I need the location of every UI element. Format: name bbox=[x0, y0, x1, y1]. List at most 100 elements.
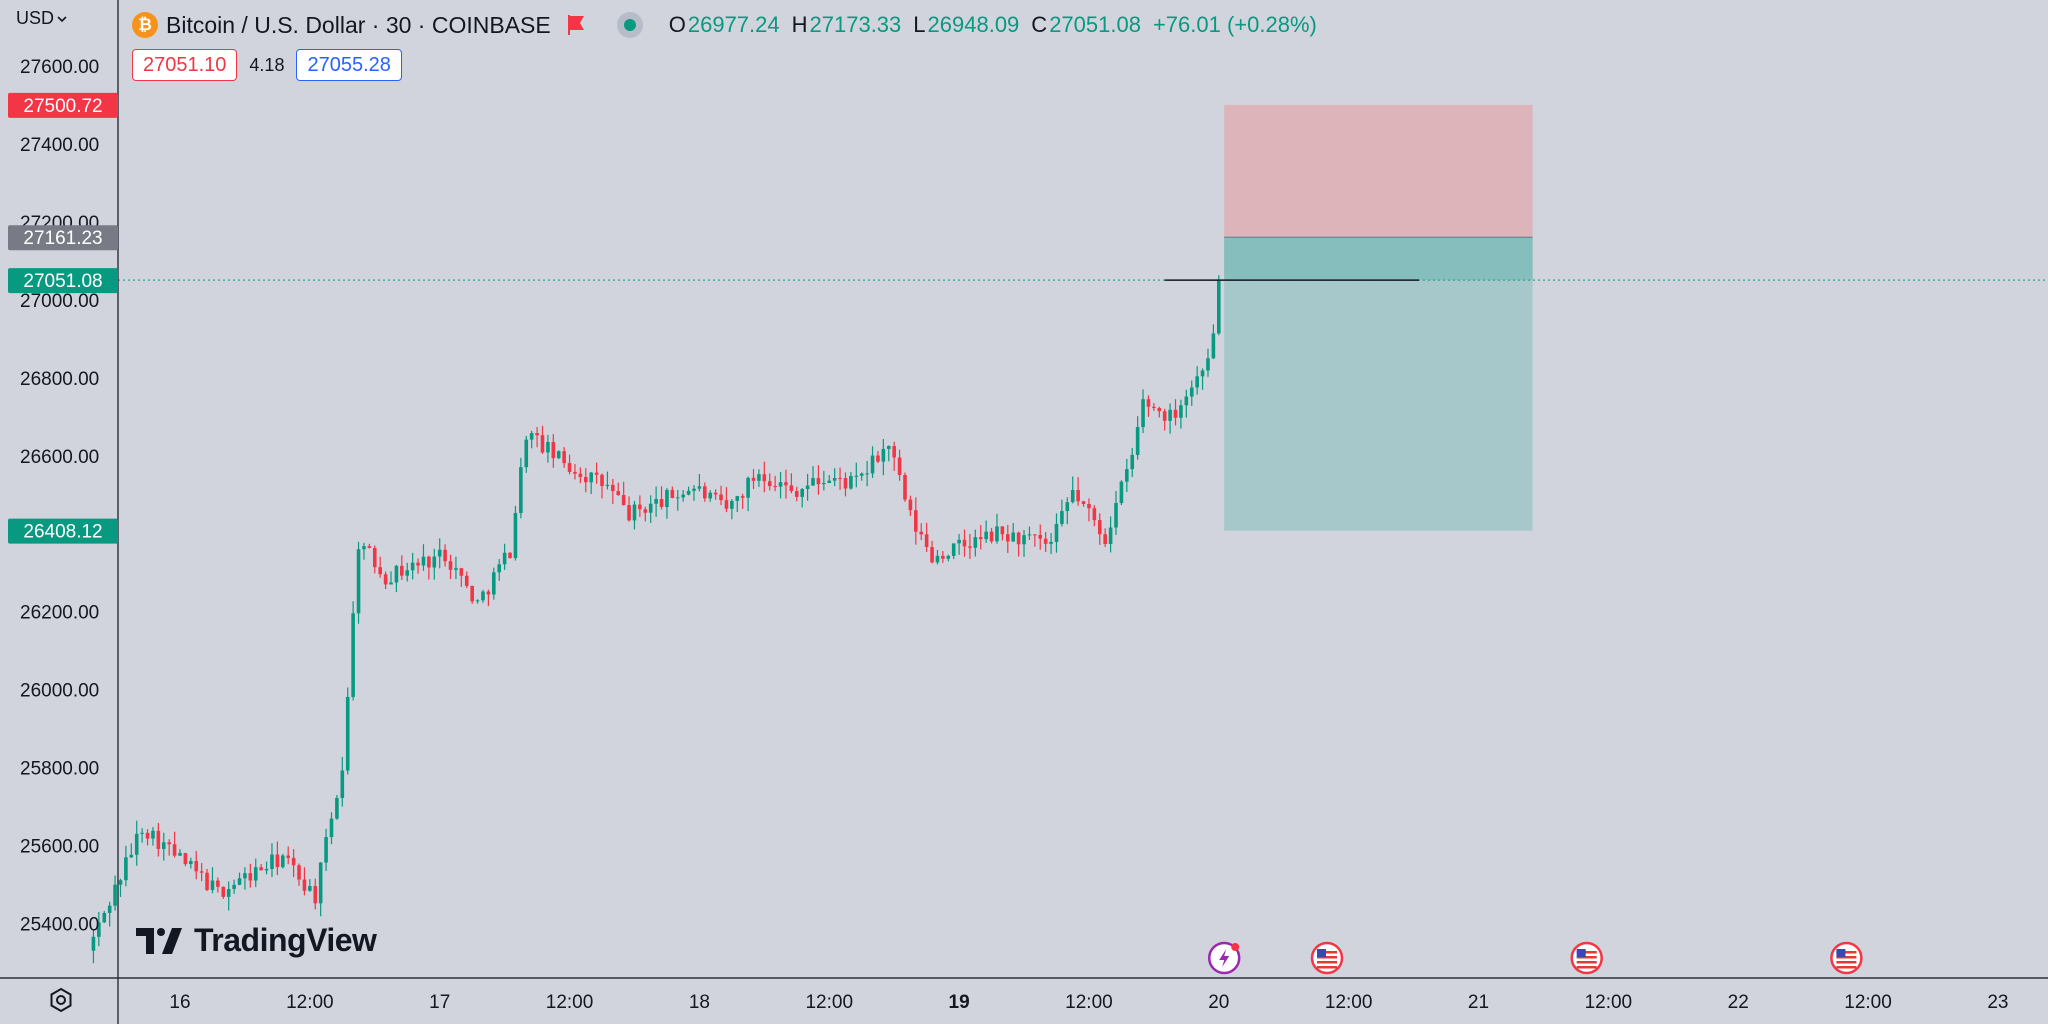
candle-body bbox=[600, 474, 604, 486]
candle-body bbox=[226, 888, 231, 897]
candle-body bbox=[665, 489, 669, 508]
market-status-icon[interactable] bbox=[616, 12, 643, 38]
candle-body bbox=[1065, 502, 1070, 512]
candle-body bbox=[492, 572, 496, 595]
candle-body bbox=[865, 473, 869, 475]
bitcoin-icon[interactable]: ₿ bbox=[132, 12, 158, 38]
candle-body bbox=[156, 830, 161, 849]
currency-label: USD bbox=[16, 8, 55, 28]
y-tick-label: 26600.00 bbox=[20, 447, 99, 468]
candle-body bbox=[1217, 280, 1221, 334]
low-key: L bbox=[913, 12, 926, 37]
candle-body bbox=[513, 512, 518, 559]
candle-body bbox=[362, 546, 366, 550]
candle-body bbox=[1038, 534, 1043, 539]
price-tag-current bbox=[8, 268, 118, 294]
low-value: 26948.09 bbox=[927, 12, 1020, 37]
candle-body bbox=[946, 555, 951, 559]
x-tick-label: 17 bbox=[429, 992, 450, 1013]
candle-body bbox=[270, 854, 274, 869]
candle-body bbox=[1070, 490, 1075, 503]
high-value: 27173.33 bbox=[809, 12, 902, 37]
settings-icon[interactable] bbox=[48, 987, 74, 1013]
candle-body bbox=[654, 499, 658, 504]
candle-body bbox=[1189, 387, 1194, 397]
price-tag-stop bbox=[8, 92, 118, 118]
candle-body bbox=[264, 868, 269, 871]
candle-body bbox=[800, 489, 804, 497]
candle-body bbox=[984, 531, 988, 540]
candle-body bbox=[854, 475, 859, 477]
candle-body bbox=[816, 478, 821, 485]
candle-body bbox=[730, 500, 734, 509]
y-tick-label: 25800.00 bbox=[20, 759, 99, 780]
candle-body bbox=[751, 477, 756, 481]
candle-body bbox=[145, 832, 150, 839]
candle-body bbox=[405, 570, 410, 576]
symbol-title[interactable]: Bitcoin / U.S. Dollar · 30 · COINBASE bbox=[166, 11, 551, 38]
candle-body bbox=[519, 467, 523, 513]
candle-body bbox=[540, 435, 545, 453]
flag-icon[interactable] bbox=[567, 14, 587, 36]
candle-body bbox=[1043, 538, 1048, 544]
candle-body bbox=[340, 770, 345, 799]
candle-body bbox=[881, 448, 886, 462]
candle-body bbox=[567, 463, 572, 472]
candle-body bbox=[459, 568, 464, 576]
flag-stripe bbox=[1836, 966, 1857, 969]
price-tag-entry bbox=[8, 225, 118, 251]
candle-body bbox=[670, 489, 675, 498]
candle-body bbox=[167, 842, 171, 845]
candle-body bbox=[746, 477, 750, 498]
flag-stripe bbox=[1576, 966, 1597, 969]
open-key: O bbox=[668, 12, 686, 37]
candle-body bbox=[1097, 520, 1102, 535]
lightning-glyph bbox=[1219, 949, 1230, 967]
price-tag-label: 27051.08 bbox=[23, 271, 102, 292]
candle-body bbox=[524, 439, 529, 468]
open-value: 26977.24 bbox=[687, 12, 780, 37]
candle-body bbox=[210, 880, 215, 891]
candle-body bbox=[632, 504, 637, 521]
candle-body bbox=[183, 853, 188, 865]
candle-body bbox=[1119, 481, 1124, 504]
candle-body bbox=[205, 872, 209, 891]
candle-body bbox=[616, 491, 621, 496]
candle-body bbox=[161, 842, 166, 849]
candle-body bbox=[443, 549, 447, 562]
flag-canton bbox=[1317, 949, 1327, 957]
candle-body bbox=[308, 886, 312, 891]
candle-body bbox=[1130, 454, 1135, 470]
candle-body bbox=[957, 539, 961, 544]
candle-body bbox=[313, 886, 318, 904]
tradingview-logo[interactable]: TradingView bbox=[136, 922, 377, 959]
candle-body bbox=[594, 472, 599, 475]
candle-body bbox=[1200, 370, 1205, 377]
candle-body bbox=[1000, 526, 1005, 535]
x-tick-label: 18 bbox=[689, 992, 710, 1013]
sell-button[interactable]: 27051.10 bbox=[132, 49, 238, 81]
candle-body bbox=[832, 478, 837, 481]
candle-body bbox=[91, 936, 96, 951]
candle-body bbox=[643, 509, 648, 513]
flag-stripe bbox=[1836, 956, 1857, 959]
candle-body bbox=[297, 865, 301, 880]
y-tick-label: 27600.00 bbox=[20, 57, 99, 78]
candle-body bbox=[134, 833, 139, 855]
candle-body bbox=[789, 485, 794, 492]
x-tick-label: 19 bbox=[949, 992, 970, 1013]
currency-selector[interactable]: USD bbox=[16, 8, 67, 29]
candle-body bbox=[1060, 511, 1064, 524]
candle-body bbox=[113, 884, 117, 906]
buy-button[interactable]: 27055.28 bbox=[296, 49, 402, 81]
candle-body bbox=[329, 818, 334, 838]
candle-body bbox=[659, 499, 664, 508]
candle-body bbox=[870, 455, 875, 474]
candle-body bbox=[973, 537, 978, 548]
candle-body bbox=[583, 477, 588, 483]
candle-body bbox=[719, 494, 723, 501]
candle-body bbox=[172, 844, 177, 856]
candle-body bbox=[1022, 535, 1026, 545]
candle-body bbox=[578, 473, 583, 478]
